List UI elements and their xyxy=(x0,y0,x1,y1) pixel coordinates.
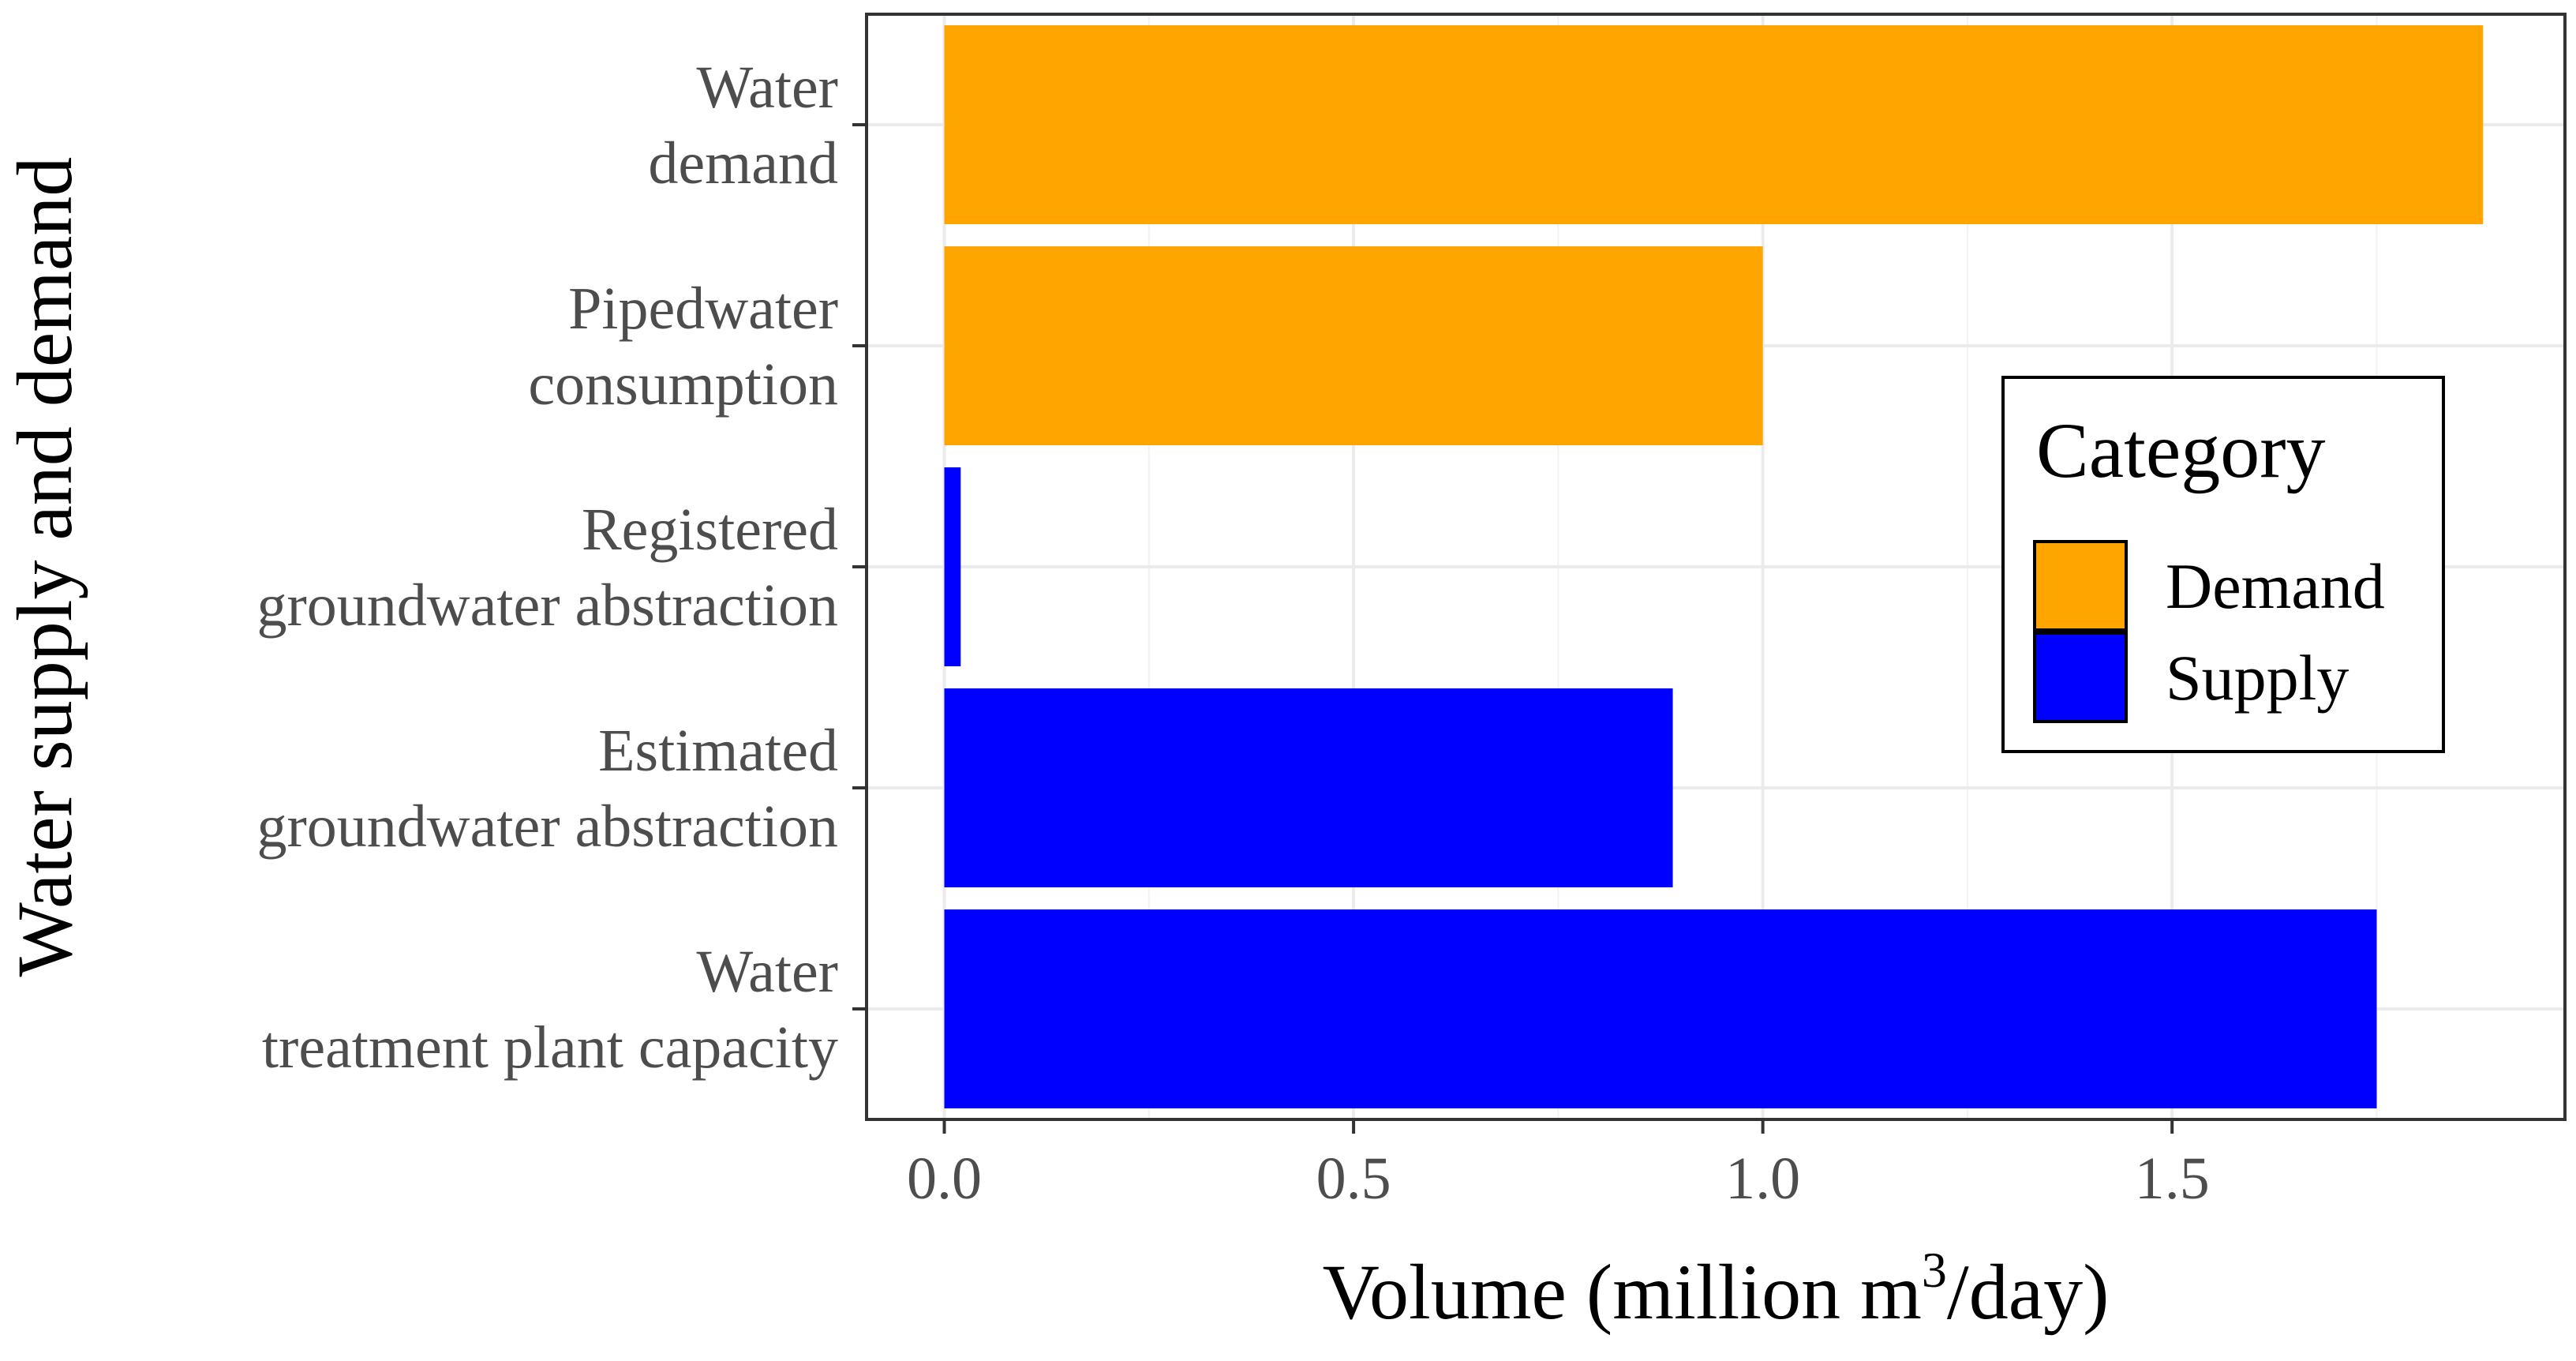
bar-supply xyxy=(944,467,961,666)
bar-demand xyxy=(944,25,2484,224)
category-label: demand xyxy=(648,130,838,197)
category-label: treatment plant capacity xyxy=(262,1014,838,1081)
x-tick-label: 1.5 xyxy=(2135,1145,2210,1212)
category-label: groundwater abstraction xyxy=(256,572,838,639)
bar-demand xyxy=(944,246,1763,445)
legend-title: Category xyxy=(2036,407,2326,494)
axis-ticks xyxy=(852,123,2174,1134)
x-tick-label: 1.0 xyxy=(1725,1145,1800,1212)
category-label: Estimated xyxy=(598,718,838,784)
legend-items: Demand Supply xyxy=(2033,540,2385,723)
bars xyxy=(944,25,2484,1108)
category-labels: Water demand Pipedwater consumption Register… xyxy=(256,54,838,1081)
x-axis-title-superscript: 3 xyxy=(1922,1242,1947,1298)
y-axis-title: Water supply and demand xyxy=(1,157,88,977)
x-tick-labels: 0.0 0.5 1.0 1.5 xyxy=(907,1145,2210,1212)
category-label: groundwater abstraction xyxy=(256,793,838,860)
category-label: Registered xyxy=(582,497,838,563)
legend-swatch-supply xyxy=(2033,632,2128,723)
x-tick-label: 0.5 xyxy=(1316,1145,1391,1212)
category-label: Water xyxy=(696,54,838,121)
legend-swatch-demand xyxy=(2033,540,2128,632)
legend-label-supply: Supply xyxy=(2166,642,2349,714)
category-label: Water xyxy=(696,939,838,1005)
legend: Category Demand Supply xyxy=(2001,376,2445,753)
x-axis-title-suffix: /day) xyxy=(1947,1248,2109,1336)
x-tick-label: 0.0 xyxy=(907,1145,982,1212)
x-axis-title-main: Volume (million m xyxy=(1323,1248,1922,1336)
category-label: Pipedwater xyxy=(568,276,838,342)
bar-supply xyxy=(944,688,1673,887)
legend-label-demand: Demand xyxy=(2166,550,2385,622)
category-label: consumption xyxy=(528,351,838,418)
bar-supply xyxy=(944,909,2377,1108)
x-axis-title: Volume (million m3/day) xyxy=(1323,1242,2110,1336)
